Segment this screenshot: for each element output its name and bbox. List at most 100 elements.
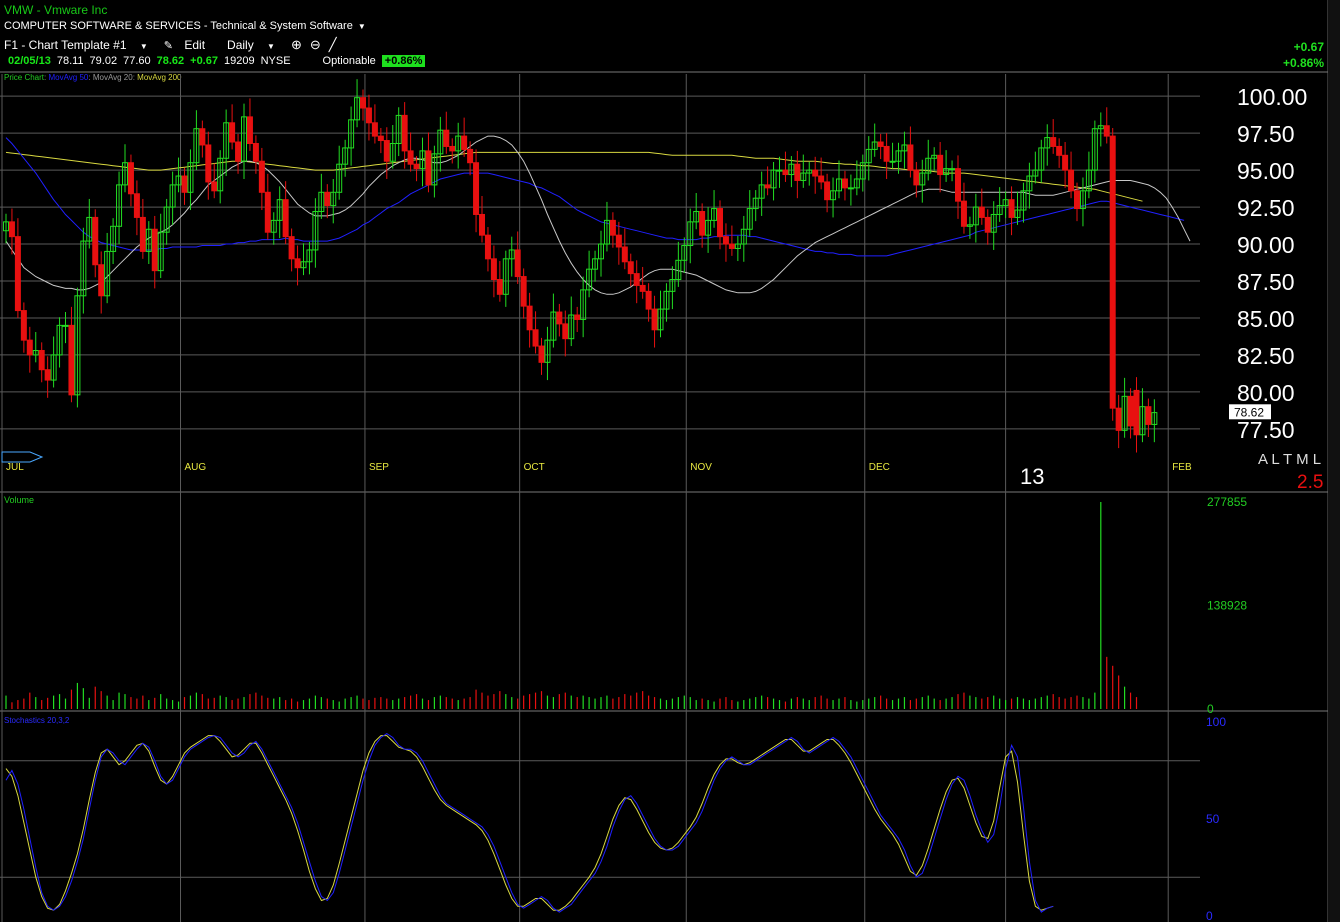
date-tick-label: NOV [690, 462, 712, 473]
candle-body [1151, 412, 1158, 425]
candle-body [925, 157, 932, 174]
chart-template-dropdown[interactable]: F1 - Chart Template #1 ▼ [4, 38, 156, 52]
candle-body [752, 197, 759, 210]
candle-body [996, 205, 1003, 215]
candle-body [1139, 406, 1146, 436]
candle-body [603, 219, 610, 245]
zoom-out-icon[interactable]: ⊖ [309, 37, 321, 52]
candle-body [841, 178, 848, 189]
candle-body [734, 243, 741, 249]
candle-body [544, 339, 551, 363]
candle-body [26, 339, 33, 356]
year-label: 13 [1020, 464, 1044, 489]
chevron-down-icon[interactable]: ▼ [357, 22, 366, 31]
candle-body [122, 162, 128, 186]
last-price-label: 78.62 [1234, 405, 1264, 419]
candle-body [401, 114, 408, 152]
candle-body [1020, 190, 1027, 211]
candle-body [955, 168, 961, 202]
candle-body [199, 128, 206, 146]
legend-ma200: MovAvg 200 [137, 73, 182, 82]
period-label: Daily [227, 38, 254, 52]
candle-body [1103, 125, 1110, 137]
candle-body [116, 184, 123, 227]
candle-body [830, 190, 837, 201]
candle-body [360, 97, 366, 109]
candle-body [853, 178, 860, 189]
candle-body [437, 129, 444, 155]
quote-header: VMW - Vmware Inc COMPUTER SOFTWARE & SER… [0, 0, 1340, 72]
candle-body [562, 323, 569, 340]
edit-button[interactable]: ✎ Edit [164, 38, 213, 52]
candle-body [1044, 137, 1051, 149]
vertical-scrollbar[interactable] [1327, 0, 1340, 922]
price-grid [0, 71, 1328, 922]
candle-body [818, 175, 825, 183]
candle-body [455, 135, 462, 152]
candle-body [836, 178, 842, 192]
candle-body [32, 349, 39, 356]
candle-body [639, 284, 646, 292]
candle-body [8, 221, 15, 238]
candle-body [978, 206, 985, 218]
change-summary: +0.67 +0.86% [1283, 39, 1324, 71]
candle-body [794, 163, 801, 181]
candle-body [413, 163, 420, 170]
scroll-handle [1, 451, 44, 463]
candle-body [1014, 209, 1021, 218]
candle-body [711, 208, 718, 221]
candle-body [746, 208, 753, 230]
candle-body [1062, 154, 1069, 171]
chevron-down-icon: ▼ [139, 42, 148, 51]
price-tick-label: 77.50 [1237, 417, 1295, 443]
price-axis: 100.00 97.50 95.00 92.50 90.00 87.50 85.00 82.5… [1229, 84, 1307, 443]
candle-body [127, 162, 134, 195]
candle-body [1008, 199, 1015, 218]
price-tick-label: 90.00 [1237, 232, 1295, 258]
candle-body [1133, 389, 1140, 436]
right-change: +0.67 [1293, 40, 1324, 54]
candle-body [246, 116, 253, 144]
template-label: F1 - Chart Template #1 [4, 38, 127, 52]
candle-body [490, 258, 497, 281]
candle-body [645, 290, 652, 310]
chevron-down-icon: ▼ [267, 42, 275, 51]
candle-body [163, 206, 170, 233]
quote-exchange: NYSE [260, 55, 291, 67]
candle-body [895, 150, 902, 162]
candle-body [342, 147, 349, 165]
candle-body [1068, 169, 1075, 192]
candle-body [1026, 175, 1033, 192]
legend-ma50: MovAvg 50 [48, 73, 89, 82]
sector-line[interactable]: COMPUTER SOFTWARE & SERVICES - Technical… [4, 20, 366, 32]
candle-body [651, 308, 658, 331]
candle-body [496, 279, 503, 295]
toolbar: F1 - Chart Template #1 ▼ ✎ Edit Daily ▼ … [4, 37, 345, 53]
altml-label[interactable]: A L T M L [1258, 451, 1321, 468]
candle-body [270, 219, 277, 233]
candle-body [502, 258, 509, 295]
stoch-tick-label: 100 [1206, 715, 1226, 729]
candle-body [44, 369, 51, 381]
period-dropdown[interactable]: Daily ▼ [227, 38, 283, 52]
stoch-tick-label: 50 [1206, 812, 1220, 826]
candle-body [782, 169, 789, 176]
candle-body [960, 200, 967, 227]
candle-body [538, 345, 545, 363]
candle-body [859, 162, 866, 180]
candle-body [324, 191, 331, 207]
candle-body [657, 308, 664, 331]
zoom-in-icon[interactable]: ⊕ [290, 37, 302, 52]
candle-body [699, 211, 706, 236]
ma50-line [5, 137, 1185, 257]
price-tick-label: 85.00 [1237, 306, 1295, 332]
draw-tool-icon[interactable]: ╱ [328, 37, 337, 52]
candle-body [1032, 169, 1039, 177]
candle-body [20, 310, 27, 341]
candle-body [681, 245, 688, 261]
candle-body [931, 154, 938, 159]
candle-body [621, 246, 628, 263]
candle-body [348, 119, 355, 149]
candle-body [889, 160, 896, 163]
